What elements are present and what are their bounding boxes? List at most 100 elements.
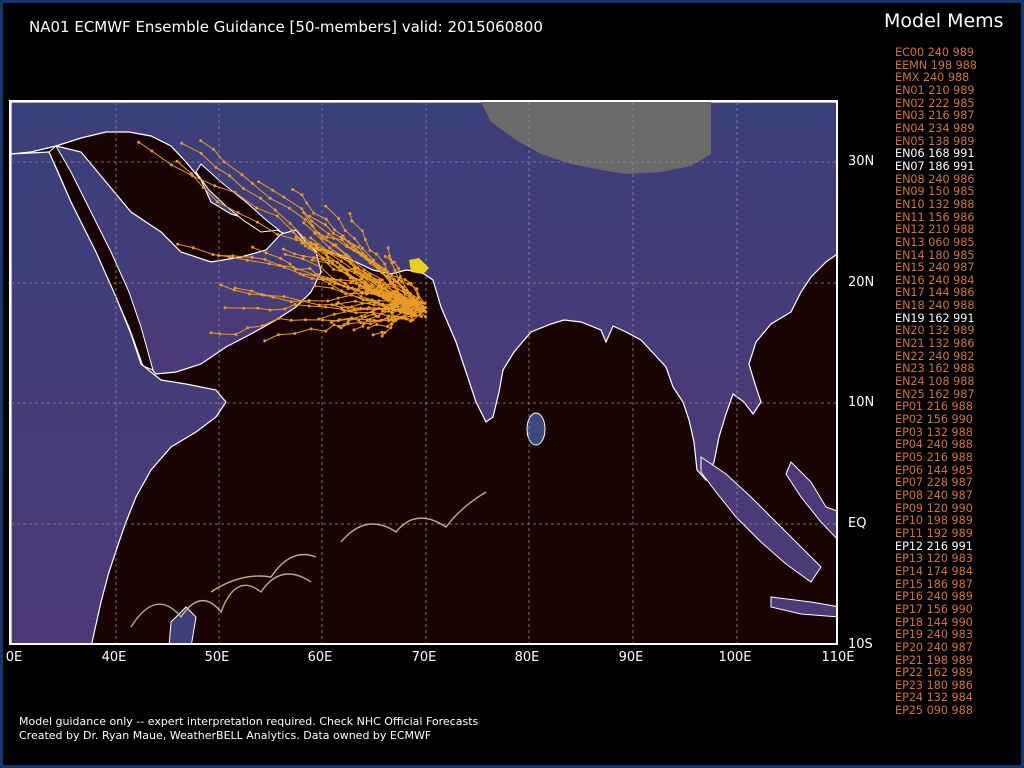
member-item: EP23 180 986 xyxy=(895,678,973,692)
land-java xyxy=(770,596,836,618)
track-point xyxy=(339,326,343,330)
lon-label: 40E xyxy=(101,650,127,665)
track-point xyxy=(303,217,307,221)
track-point xyxy=(350,219,354,223)
track-point xyxy=(346,322,350,326)
track-point xyxy=(313,284,317,288)
track-point xyxy=(380,330,384,334)
track-point xyxy=(360,229,364,233)
track-point xyxy=(395,289,399,293)
ensemble-track xyxy=(224,303,415,318)
track-point xyxy=(246,326,250,330)
lat-label: 10S xyxy=(848,637,873,652)
track-point xyxy=(359,294,363,298)
lon-label: 70E xyxy=(411,650,437,665)
track-point xyxy=(410,310,414,314)
track-point xyxy=(313,243,317,247)
track-point xyxy=(362,322,366,326)
member-item: EN20 132 989 xyxy=(895,324,975,338)
track-point xyxy=(409,319,413,323)
ensemble-tracks xyxy=(137,139,429,343)
track-point xyxy=(223,306,227,310)
track-point xyxy=(365,298,369,302)
track-point xyxy=(385,283,389,287)
track-point xyxy=(388,257,392,261)
track-point xyxy=(345,243,349,247)
member-item: EN08 240 986 xyxy=(895,172,975,186)
track-point xyxy=(228,174,232,178)
member-item: EN15 240 987 xyxy=(895,261,975,275)
track-point xyxy=(331,231,335,235)
ensemble-track xyxy=(218,255,426,308)
track-point xyxy=(380,278,384,282)
track-point xyxy=(170,163,174,167)
track-point xyxy=(371,310,375,314)
track-point xyxy=(391,319,395,323)
track-point xyxy=(321,318,325,322)
track-point xyxy=(316,273,320,277)
track-point xyxy=(390,322,394,326)
member-item: EN22 240 982 xyxy=(895,349,975,363)
track-point xyxy=(344,252,348,256)
member-item: EN11 156 986 xyxy=(895,210,975,224)
member-list: EC00 240 989 EEMN 198 988 EMX 240 988 EN01 … xyxy=(895,46,977,718)
member-item: EP09 120 990 xyxy=(895,501,973,515)
member-item: EP02 156 990 xyxy=(895,413,973,427)
member-item: EN14 180 985 xyxy=(895,248,975,262)
track-point xyxy=(388,254,392,258)
track-point xyxy=(393,297,397,301)
track-point xyxy=(418,309,422,313)
track-point xyxy=(289,300,293,304)
track-point xyxy=(312,273,316,277)
track-point xyxy=(275,214,279,218)
track-point xyxy=(213,184,217,188)
track-point xyxy=(190,174,194,178)
track-point xyxy=(363,238,367,242)
track-point xyxy=(232,288,236,292)
member-item: EP06 144 985 xyxy=(895,463,973,477)
track-point xyxy=(424,306,428,310)
track-point xyxy=(276,333,280,337)
track-point xyxy=(343,229,347,233)
track-point xyxy=(371,333,375,337)
track-point xyxy=(335,260,339,264)
track-point xyxy=(363,280,367,284)
member-item: EP01 216 988 xyxy=(895,400,973,414)
track-point xyxy=(283,307,287,311)
track-point xyxy=(247,292,251,296)
member-item: EP12 216 991 xyxy=(895,539,973,553)
member-item: EP22 162 989 xyxy=(895,666,973,680)
track-point xyxy=(263,339,267,343)
footer-disclaimer: Model guidance only -- expert interpreta… xyxy=(19,715,479,728)
lat-label: EQ xyxy=(848,516,867,531)
track-point xyxy=(199,151,203,155)
track-point xyxy=(363,315,367,319)
track-point xyxy=(332,267,336,271)
member-item: EN04 234 989 xyxy=(895,121,975,135)
track-point xyxy=(404,310,408,314)
track-point xyxy=(340,238,344,242)
track-point xyxy=(180,141,184,145)
track-point xyxy=(422,301,426,305)
track-point xyxy=(378,278,382,282)
member-item: EP14 174 984 xyxy=(895,564,973,578)
track-point xyxy=(403,278,407,282)
track-point xyxy=(400,280,404,284)
track-point xyxy=(255,220,259,224)
track-point xyxy=(325,250,329,254)
track-point xyxy=(386,324,390,328)
track-point xyxy=(309,327,313,331)
track-point xyxy=(384,294,388,298)
track-point xyxy=(349,281,353,285)
track-point xyxy=(370,283,374,287)
track-point xyxy=(402,315,406,319)
track-point xyxy=(391,281,395,285)
track-point xyxy=(411,307,415,311)
land-sumatra xyxy=(700,456,822,583)
track-point xyxy=(364,288,368,292)
track-point xyxy=(303,244,307,248)
track-point xyxy=(337,216,341,220)
member-item: EN07 186 991 xyxy=(895,159,975,173)
track-point xyxy=(326,261,330,265)
track-point xyxy=(251,245,255,249)
